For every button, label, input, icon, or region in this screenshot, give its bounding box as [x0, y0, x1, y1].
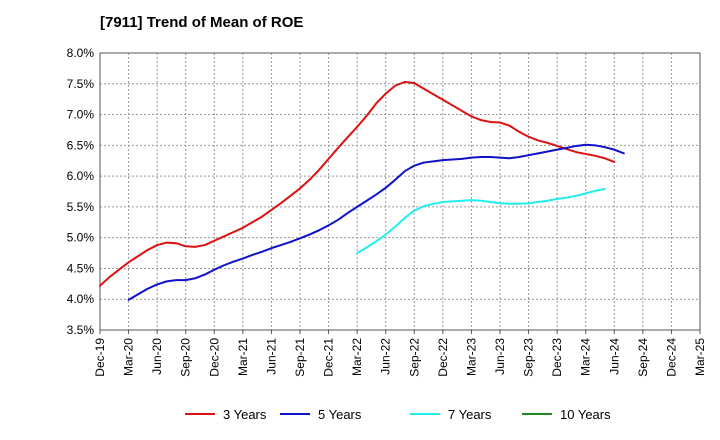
x-tick-label: Dec-19: [93, 338, 107, 377]
y-tick-label: 6.5%: [67, 138, 95, 152]
y-tick-label: 6.0%: [67, 169, 95, 183]
x-tick-label: Dec-20: [207, 338, 221, 377]
series-line-7-years: [356, 188, 606, 255]
x-tick-label: Jun-20: [150, 338, 164, 375]
x-tick-label: Sep-21: [293, 338, 307, 377]
chart-title: [7911] Trend of Mean of ROE: [100, 14, 304, 31]
x-tick-label: Jun-24: [607, 338, 621, 375]
x-tick-label: Mar-22: [350, 338, 364, 376]
y-tick-label: 4.0%: [67, 292, 95, 306]
y-tick-label: 7.0%: [67, 108, 95, 122]
x-tick-label: Sep-22: [407, 338, 421, 377]
x-tick-label: Jun-21: [264, 338, 278, 375]
x-tick-label: Sep-20: [179, 338, 193, 377]
legend-label-5-years: 5 Years: [318, 407, 362, 422]
series-line-3-years: [99, 80, 616, 287]
x-tick-label: Jun-23: [493, 338, 507, 375]
plot-area: [100, 53, 700, 330]
x-tick-label: Dec-23: [550, 338, 564, 377]
series-line-5-years: [127, 143, 625, 301]
x-tick-label: Sep-24: [636, 338, 650, 377]
legend-label-7-years: 7 Years: [448, 407, 492, 422]
x-tick-label: Jun-22: [379, 338, 393, 375]
legend-label-3-years: 3 Years: [223, 407, 267, 422]
y-tick-label: 8.0%: [67, 46, 95, 60]
y-tick-label: 5.5%: [67, 200, 95, 214]
x-tick-label: Sep-23: [522, 338, 536, 377]
y-tick-label: 5.0%: [67, 231, 95, 245]
x-tick-label: Mar-21: [236, 338, 250, 376]
x-tick-label: Mar-24: [579, 338, 593, 376]
legend-label-10-years: 10 Years: [560, 407, 611, 422]
y-tick-label: 7.5%: [67, 77, 95, 91]
y-tick-label: 4.5%: [67, 261, 95, 275]
x-tick-label: Dec-21: [322, 338, 336, 377]
plot-border: [99, 52, 701, 331]
x-tick-label: Mar-20: [122, 338, 136, 376]
y-tick-label: 3.5%: [67, 323, 95, 337]
x-tick-label: Dec-24: [664, 338, 678, 377]
x-tick-label: Dec-22: [436, 338, 450, 377]
x-tick-label: Mar-23: [464, 338, 478, 376]
x-tick-label: Mar-25: [693, 338, 707, 376]
